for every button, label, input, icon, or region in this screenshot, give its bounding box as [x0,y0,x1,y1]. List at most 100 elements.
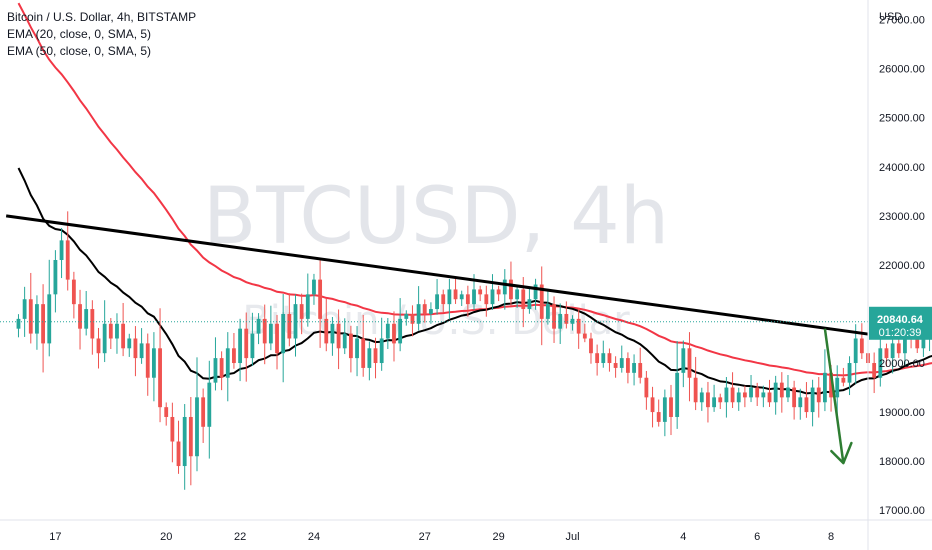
candle [219,351,224,391]
candle-body [724,387,729,403]
candle-body [459,294,464,300]
candle-body [650,397,655,413]
time-tick-label: 6 [754,531,760,543]
candle [392,311,396,362]
time-tick-label: 8 [828,531,834,543]
candle [385,318,390,350]
candle [232,332,236,369]
candle [299,293,304,335]
candle [410,305,415,337]
candle-body [65,240,70,280]
candle-body [22,299,27,319]
candle-body [232,348,236,364]
candle-body [638,363,643,378]
candle-body [582,333,587,339]
candle [699,387,704,411]
legend-symbol[interactable]: Bitcoin / U.S. Dollar, 4h, BITSTAMP [7,10,197,24]
candle [195,357,199,472]
candle-body [822,372,827,403]
candle [422,299,427,323]
candle-body [47,294,52,344]
candle-body [613,363,618,368]
candle-body [773,382,778,403]
drawings-layer [0,214,869,465]
candle-body [28,299,33,334]
candle-body [71,279,76,305]
candle [71,271,76,319]
candle [170,402,175,463]
candle-body [219,358,224,378]
candle-body [712,397,717,408]
candle-body [853,338,858,364]
candle [822,349,827,412]
candle [755,382,760,406]
candle-body [90,309,95,339]
candle-body [903,333,907,354]
candle-body [145,343,150,378]
legend-ema20[interactable]: EMA (20, close, 0, SMA, 5) [7,27,152,41]
candle [16,314,21,338]
price-axis[interactable]: USD 27000.00 26000.00 25000.00 24000.00 2300… [867,0,925,550]
candle [595,344,600,376]
candle-body [127,338,132,349]
candle [324,298,329,352]
candle [330,317,335,356]
candle-body [490,289,495,305]
candle-body [201,397,206,427]
candle-body [392,323,396,344]
price-tick-label: 25000.00 [879,113,925,125]
candle [773,375,778,415]
candle-body [84,309,89,329]
candle [545,288,550,325]
candle [564,301,569,329]
candle [342,318,347,355]
candle [268,305,273,351]
candle-body [96,338,101,354]
candle [201,388,206,443]
candle-body [552,304,556,329]
candle [318,259,323,348]
candle-body [78,304,82,329]
candle-body [921,338,926,349]
candle [786,374,790,403]
candlestick-series [16,211,932,490]
candle-body [681,348,686,373]
candle-body [539,284,544,319]
candle [626,352,630,384]
candle [576,308,581,349]
candle [188,397,193,486]
candle-body [742,392,747,398]
candle-body [749,387,753,398]
candle [115,313,119,354]
price-tick-label: 22000.00 [879,260,925,272]
candle-body [841,377,846,383]
candle [151,332,156,402]
candle [213,337,218,391]
candle [706,381,710,423]
candle [515,284,520,308]
candle-body [644,377,649,398]
candle [238,318,242,382]
candle [355,326,359,377]
candle [287,293,292,347]
candle-body [299,304,304,319]
symbol-watermark: BTCUSD, 4h Bitcoin / U.S. Dollar [203,172,669,344]
candle-body [53,260,58,295]
candle [853,324,858,384]
candle [724,377,729,418]
time-tick-label: 17 [49,531,61,543]
price-tick-label: 23000.00 [879,211,925,223]
candle-body [435,294,439,310]
projection-arrow-head [830,441,853,465]
time-axis[interactable]: 17 20 22 24 27 29 Jul 4 6 8 [0,519,932,543]
legend-ema50[interactable]: EMA (50, close, 0, SMA, 5) [7,44,152,58]
candle [533,278,538,310]
candle-body [16,318,21,329]
candle-body [398,318,403,344]
candle [884,343,889,367]
candle [121,302,126,357]
candle-body [564,313,569,324]
candle [693,356,698,411]
candle [90,300,95,355]
